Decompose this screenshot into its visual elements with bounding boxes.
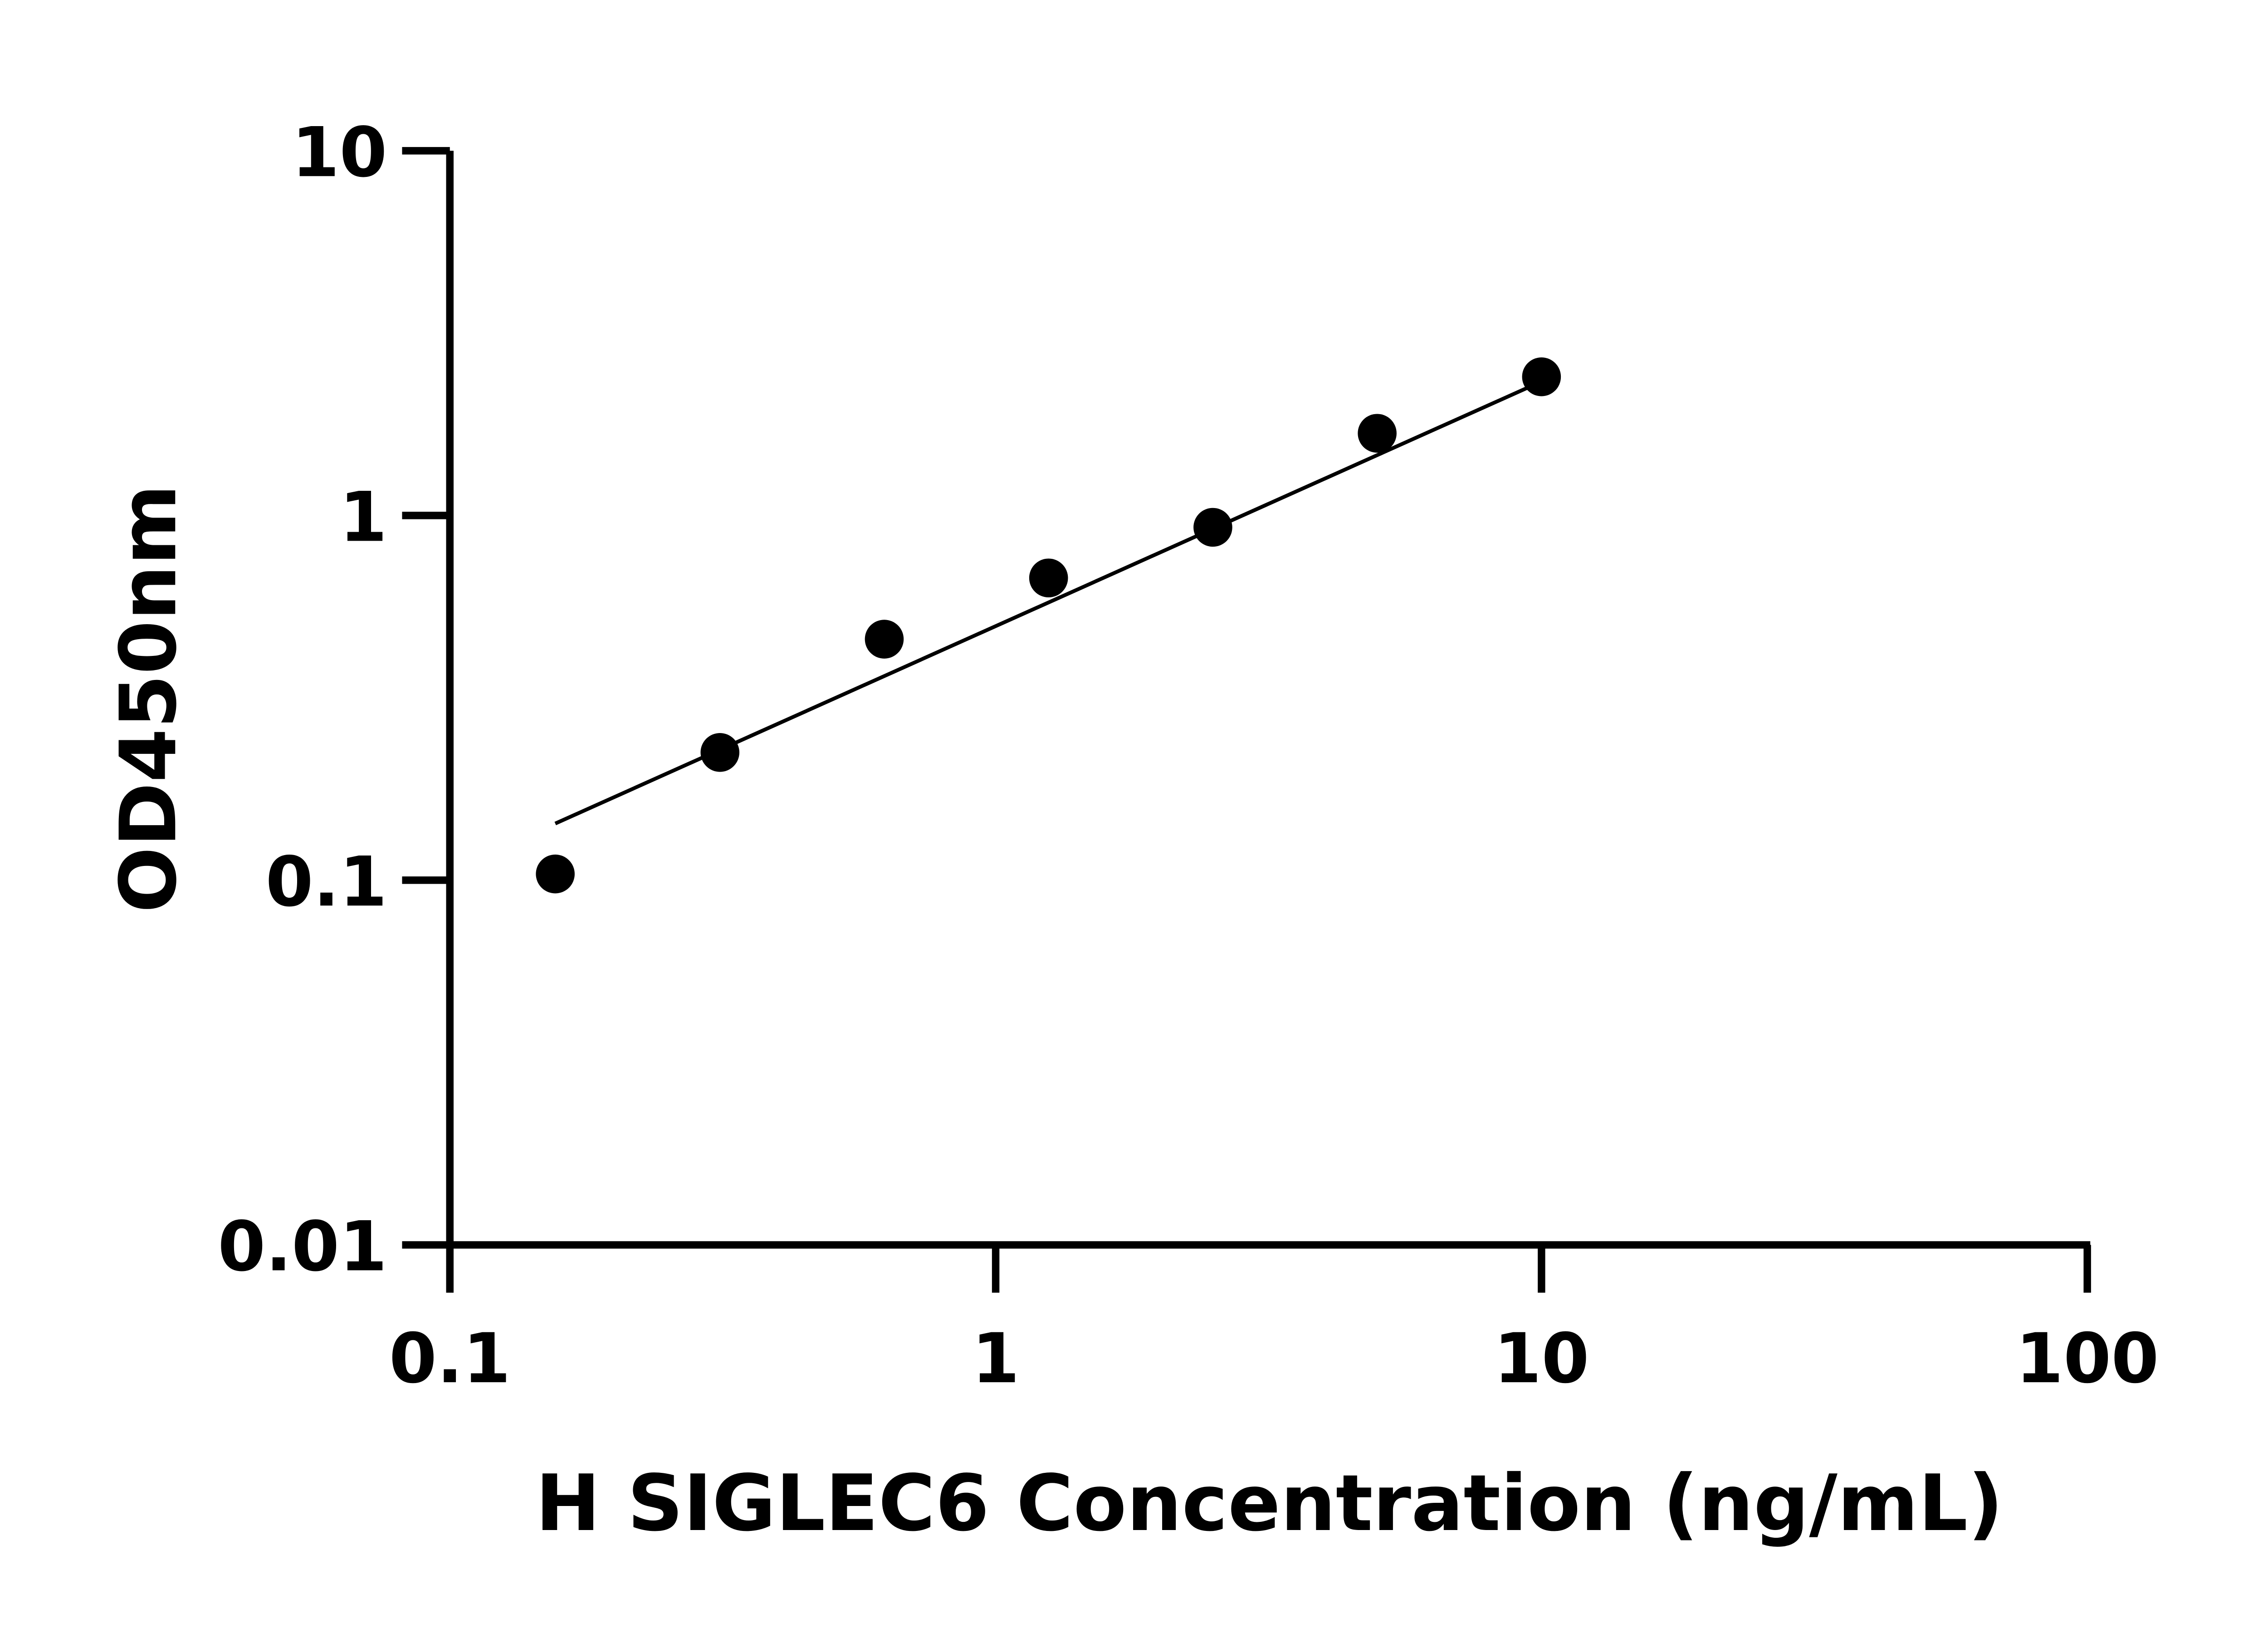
x-tick-label: 1: [972, 1318, 1019, 1398]
data-point: [865, 620, 904, 659]
data-point: [700, 733, 739, 772]
y-tick-label: 0.1: [265, 841, 387, 922]
data-point: [1029, 558, 1068, 597]
y-tick-label: 10: [292, 112, 387, 192]
x-tick-label: 10: [1494, 1318, 1589, 1398]
x-axis-label: H SIGLEC6 Concentration (ng/mL): [535, 1458, 2003, 1549]
data-point: [536, 854, 575, 894]
y-tick-label: 1: [339, 477, 387, 557]
data-point: [1358, 414, 1397, 453]
data-points: [536, 357, 1561, 894]
x-tick-label: 0.1: [389, 1318, 511, 1398]
y-tick-label: 0.01: [218, 1206, 387, 1286]
y-axis-label: OD450nm: [103, 484, 194, 913]
x-tick-label: 100: [2016, 1318, 2159, 1398]
data-point: [1522, 357, 1561, 396]
data-point: [1193, 508, 1232, 547]
